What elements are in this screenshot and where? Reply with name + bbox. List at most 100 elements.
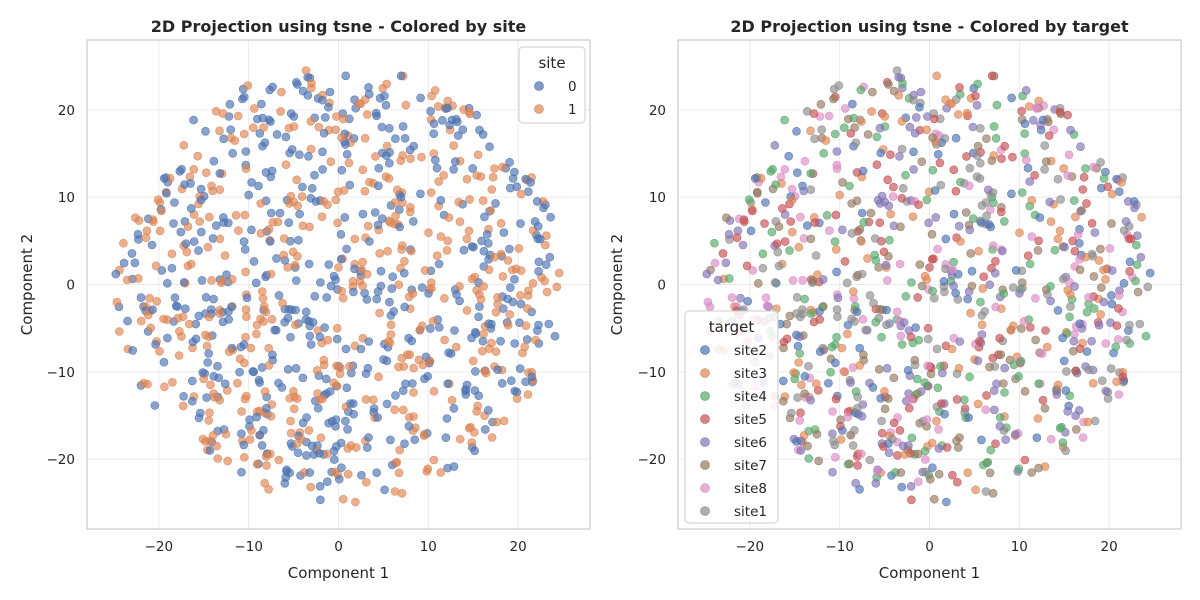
scatter-point-site4 (758, 249, 768, 259)
scatter-point-1 (293, 439, 302, 448)
scatter-point-1 (256, 229, 266, 238)
scatter-point-0 (255, 378, 264, 387)
scatter-point-0 (307, 441, 317, 451)
scatter-point-site5 (995, 333, 1004, 343)
scatter-point-0 (238, 94, 247, 104)
scatter-point-1 (375, 308, 384, 318)
scatter-point-site5 (913, 293, 923, 302)
scatter-point-1 (338, 293, 348, 303)
scatter-point-site3 (1055, 226, 1065, 236)
legend-label-site7: site7 (734, 458, 767, 474)
scatter-point-site2 (940, 409, 949, 419)
scatter-point-0 (337, 165, 347, 175)
scatter-point-site3 (836, 435, 846, 444)
scatter-point-0 (364, 433, 373, 442)
scatter-point-site1 (936, 180, 946, 190)
scatter-point-site8 (1049, 125, 1059, 134)
chart-panel-target: −20 −10 0 10 20 −20 −10 0 10 20 2D Projection usi… (608, 17, 1182, 582)
scatter-point-1 (498, 272, 508, 281)
scatter-point-0 (475, 302, 484, 311)
scatter-point-0 (541, 260, 551, 270)
scatter-point-site1 (1056, 195, 1065, 204)
scatter-point-site5 (777, 204, 787, 213)
scatter-point-site5 (1044, 131, 1054, 140)
scatter-point-0 (358, 209, 368, 219)
scatter-point-site3 (1027, 196, 1037, 205)
scatter-point-site4 (845, 181, 854, 191)
scatter-point-site4 (839, 123, 849, 132)
scatter-point-site6 (990, 268, 1000, 278)
scatter-point-site6 (828, 467, 837, 477)
scatter-point-site5 (742, 261, 752, 271)
scatter-point-1 (420, 266, 430, 275)
scatter-point-1 (301, 66, 311, 75)
scatter-point-1 (486, 206, 496, 215)
scatter-point-site6 (1063, 406, 1072, 416)
scatter-point-0 (346, 399, 355, 408)
scatter-point-0 (272, 130, 282, 139)
scatter-point-site5 (875, 218, 885, 227)
scatter-point-site3 (1053, 380, 1063, 390)
scatter-point-1 (285, 393, 295, 403)
scatter-point-1 (466, 422, 475, 432)
legend-marker-site3 (700, 368, 710, 378)
x-axis-label: Component 1 (288, 564, 389, 582)
scatter-point-site7 (866, 208, 876, 218)
scatter-point-site8 (795, 416, 805, 425)
legend-marker-site8 (700, 483, 710, 493)
scatter-point-1 (426, 188, 436, 197)
scatter-point-site6 (1123, 197, 1133, 206)
scatter-point-site2 (1075, 319, 1084, 329)
scatter-point-site3 (835, 190, 845, 200)
scatter-point-0 (377, 122, 387, 132)
scatter-point-site2 (800, 371, 810, 381)
scatter-point-0 (181, 239, 191, 248)
scatter-point-1 (305, 222, 314, 232)
scatter-point-1 (392, 185, 402, 195)
scatter-point-1 (427, 283, 436, 293)
scatter-point-1 (201, 330, 210, 340)
scatter-point-site4 (928, 286, 937, 296)
scatter-point-site8 (1084, 293, 1093, 302)
scatter-point-0 (202, 393, 211, 402)
scatter-point-0 (284, 218, 294, 227)
scatter-point-site7 (996, 350, 1006, 360)
scatter-point-site3 (1006, 325, 1016, 335)
scatter-point-site6 (949, 281, 958, 291)
scatter-point-site1 (1018, 283, 1027, 293)
scatter-point-1 (250, 104, 259, 113)
scatter-point-0 (341, 344, 351, 354)
scatter-point-0 (167, 263, 177, 273)
scatter-point-site5 (923, 323, 933, 333)
scatter-point-site5 (1071, 366, 1080, 376)
scatter-point-site4 (780, 115, 789, 125)
scatter-point-1 (363, 221, 373, 231)
scatter-point-site1 (929, 293, 939, 303)
scatter-point-site1 (965, 163, 975, 173)
scatter-point-1 (339, 186, 349, 195)
scatter-point-1 (455, 217, 465, 226)
scatter-point-site2 (746, 226, 756, 236)
scatter-point-1 (266, 269, 276, 279)
scatter-point-1 (237, 407, 246, 416)
scatter-point-site7 (967, 281, 977, 291)
scatter-point-site5 (971, 91, 980, 101)
scatter-point-0 (244, 190, 253, 200)
scatter-point-site5 (883, 175, 893, 185)
scatter-point-0 (305, 468, 315, 477)
scatter-point-1 (523, 390, 533, 399)
scatter-point-0 (462, 380, 472, 390)
scatter-point-1 (183, 222, 193, 231)
scatter-point-site4 (1025, 259, 1035, 269)
scatter-point-site7 (1042, 157, 1051, 166)
scatter-point-site2 (855, 484, 864, 494)
scatter-point-0 (123, 316, 132, 326)
scatter-point-1 (292, 394, 302, 403)
scatter-point-0 (371, 108, 381, 118)
scatter-point-0 (281, 132, 291, 142)
scatter-point-0 (380, 91, 389, 101)
scatter-point-site6 (1130, 203, 1139, 213)
scatter-point-site2 (942, 497, 951, 507)
scatter-point-site4 (1069, 196, 1079, 205)
scatter-point-site3 (971, 485, 980, 495)
